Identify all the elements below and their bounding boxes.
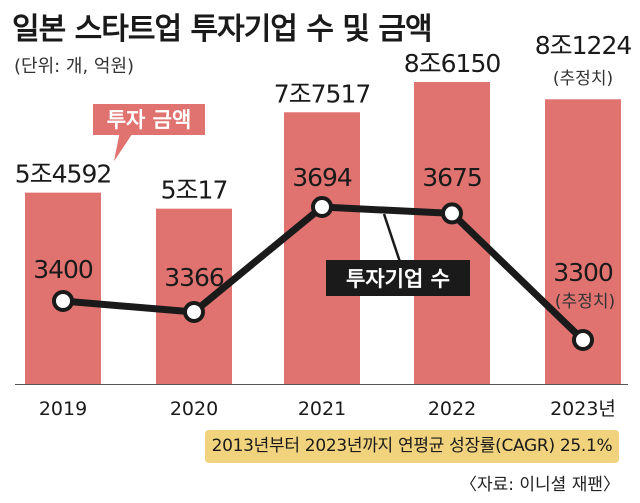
bar-amount-2019 (25, 192, 101, 384)
x-tick-label: 2021 (298, 398, 346, 420)
count-label-2021: 3694 (292, 163, 352, 192)
count-label-2023년: 3300 (553, 258, 613, 287)
x-tick-label: 2019 (39, 398, 87, 420)
amount-label-2020: 5조17 (161, 176, 228, 205)
legend-count-label: 투자기업 수 (346, 267, 450, 291)
count-point-2021 (311, 196, 333, 218)
count-label-2020: 3366 (164, 263, 224, 292)
legend-count-box (326, 260, 470, 296)
cagr-note: 2013년부터 2023년까지 연평균 성장률(CAGR) 25.1% (205, 430, 619, 463)
count-label-2022: 3675 (422, 163, 482, 192)
count-point-2019 (52, 290, 74, 312)
count-point-2023년 (572, 329, 594, 351)
chart-title: 일본 스타트업 투자기업 수 및 금액 (12, 12, 433, 47)
bar-amount-2021 (284, 112, 360, 385)
unit-note: (단위: 개, 억원) (14, 56, 135, 77)
source-note: 〈자료: 이니셜 재팬〉 (459, 475, 620, 495)
count-estimate-label: (추정치) (555, 292, 615, 312)
amount-label-2019: 5조4592 (15, 160, 112, 189)
count-point-2020 (183, 301, 205, 323)
amount-label-2021: 7조7517 (274, 79, 371, 108)
legend-amount-label: 투자 금액 (107, 108, 192, 132)
amount-label-2023년: 8조1224 (535, 31, 632, 60)
count-point-2022 (441, 202, 463, 225)
count-label-2019: 3400 (33, 255, 93, 284)
amount-label-2022: 8조6150 (404, 49, 501, 78)
legend-amount-box (91, 102, 207, 167)
x-tick-label: 2022 (428, 398, 476, 420)
x-tick-label: 2020 (170, 398, 218, 420)
legend-count-pointer (382, 213, 402, 263)
x-tick-label: 2023년 (550, 398, 616, 420)
bar-amount-2020 (156, 208, 232, 384)
amount-estimate-label: (추정치) (553, 69, 613, 89)
bar-amount-2022 (414, 82, 490, 384)
